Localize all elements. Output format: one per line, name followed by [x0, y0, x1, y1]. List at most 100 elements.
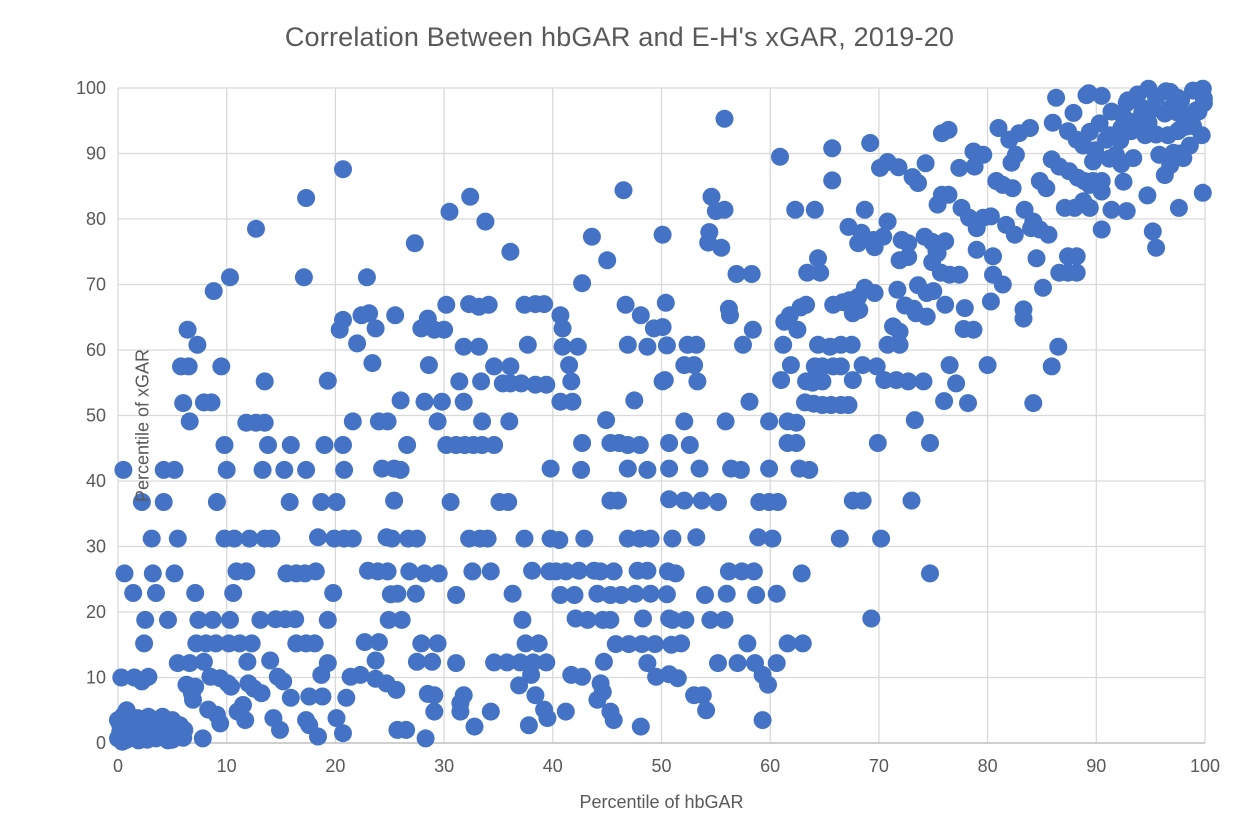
scatter-point: [767, 584, 786, 603]
scatter-point: [511, 653, 530, 672]
scatter-point: [921, 434, 939, 452]
scatter-point: [526, 686, 545, 705]
scatter-point: [154, 493, 173, 511]
scatter-point: [657, 336, 676, 355]
scatter-point: [767, 654, 786, 673]
x-tick-label: 90: [1086, 756, 1106, 776]
scatter-point: [763, 529, 782, 548]
scatter-point: [955, 299, 974, 318]
scatter-point: [676, 610, 695, 629]
scatter-point: [115, 564, 134, 583]
scatter-point: [853, 491, 872, 510]
scatter-point: [685, 356, 704, 375]
scatter-point: [606, 635, 625, 654]
scatter-point: [193, 729, 212, 748]
scatter-point: [753, 711, 772, 730]
scatter-point: [823, 171, 842, 190]
scatter-point: [300, 687, 319, 706]
scatter-point: [890, 322, 909, 341]
scatter-point: [630, 436, 649, 454]
scatter-point: [478, 529, 497, 548]
scatter-point: [861, 134, 880, 152]
scatter-point: [709, 654, 727, 673]
scatter-point: [903, 168, 922, 187]
scatter-point: [184, 690, 202, 709]
scatter-point: [653, 225, 672, 244]
scatter-point: [889, 158, 908, 177]
scatter-point: [830, 529, 849, 548]
x-tick-label: 60: [760, 756, 780, 776]
x-tick-label: 0: [113, 756, 123, 776]
scatter-point: [719, 299, 738, 318]
scatter-point: [923, 232, 942, 251]
scatter-point: [501, 357, 520, 376]
scatter-point: [619, 635, 638, 654]
scatter-point: [696, 586, 714, 604]
scatter-point: [874, 227, 893, 246]
scatter-point: [281, 688, 300, 707]
scatter-point: [916, 154, 935, 173]
scatter-point: [556, 562, 575, 581]
scatter-point: [675, 412, 694, 431]
scatter-point: [441, 493, 460, 511]
scatter-point: [360, 304, 379, 323]
scatter-point: [616, 295, 635, 314]
scatter-point: [515, 529, 534, 548]
scatter-point: [842, 335, 861, 354]
scatter-point: [334, 160, 352, 179]
scatter-point: [447, 586, 466, 604]
scatter-point: [343, 412, 362, 431]
scatter-point: [618, 459, 637, 478]
scatter-point: [415, 392, 434, 411]
scatter-point: [537, 375, 556, 394]
scatter-point: [632, 635, 651, 654]
scatter-point: [959, 394, 977, 413]
scatter-point: [849, 287, 868, 306]
scatter-point: [690, 459, 709, 478]
scatter-point: [386, 306, 405, 325]
scatter-point: [318, 371, 337, 390]
scatter-point: [415, 564, 434, 583]
scatter-point: [693, 686, 712, 705]
scatter-point: [465, 717, 484, 736]
scatter-point: [1117, 202, 1136, 221]
y-tick-label: 30: [86, 537, 106, 557]
scatter-point: [234, 696, 252, 714]
scatter-point: [797, 295, 816, 314]
scatter-point: [419, 356, 438, 375]
scatter-point: [850, 301, 869, 319]
scatter-point: [405, 234, 424, 253]
scatter-point: [180, 654, 199, 673]
scatter-point: [569, 561, 588, 580]
scatter-point: [631, 306, 650, 325]
scatter-point: [666, 564, 685, 583]
scatter-point: [473, 412, 492, 431]
scatter-point: [334, 724, 352, 743]
scatter-point: [831, 357, 850, 376]
scatter-point: [888, 280, 907, 299]
scatter-point: [1042, 357, 1061, 376]
scatter-point: [541, 459, 560, 478]
scatter-point: [255, 372, 274, 391]
scatter-point: [609, 491, 627, 510]
y-tick-label: 0: [96, 733, 106, 753]
scatter-point: [788, 320, 807, 339]
scatter-point: [437, 295, 456, 314]
scatter-point: [501, 242, 520, 261]
scatter-point: [939, 185, 958, 204]
scatter-point: [537, 653, 556, 672]
scatter-point: [236, 711, 255, 730]
scatter-point: [715, 610, 734, 629]
scatter-point: [524, 653, 543, 672]
scatter-point: [556, 702, 575, 721]
scatter-point: [518, 335, 537, 354]
scatter-point: [1124, 149, 1143, 168]
scatter-point: [159, 610, 177, 629]
x-tick-label: 40: [543, 756, 563, 776]
scatter-point: [950, 158, 969, 177]
scatter-point: [865, 284, 884, 302]
scatter-point: [324, 584, 343, 602]
scatter-point: [597, 411, 616, 430]
scatter-point: [746, 654, 764, 673]
scatter-point: [731, 460, 750, 479]
